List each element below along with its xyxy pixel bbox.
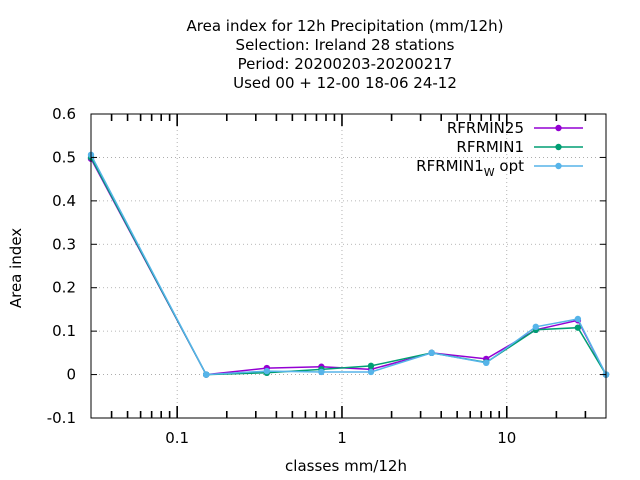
legend-label-subscript: W (484, 166, 495, 179)
y-tick-label: 0.1 (52, 322, 76, 340)
data-point (367, 368, 375, 376)
y-axis-label: Area index (7, 228, 25, 308)
data-point (367, 362, 375, 370)
legend-label: RFRMIN1 (456, 138, 524, 156)
legend-label: RFRMIN25 (447, 119, 524, 137)
title-line: Used 00 + 12-00 18-06 24-12 (233, 74, 457, 92)
grid (91, 114, 606, 418)
y-tick-label: -0.1 (47, 409, 76, 427)
chart-title: Area index for 12h Precipitation (mm/12h… (187, 17, 504, 92)
y-tick-label: 0.6 (52, 105, 76, 123)
x-tick-label: 1 (337, 429, 347, 447)
title-line: Selection: Ireland 28 stations (236, 36, 455, 54)
y-tick-label: 0 (66, 366, 76, 384)
data-point (318, 368, 325, 376)
legend-label-tail: opt (495, 157, 524, 175)
data-point (532, 323, 539, 330)
title-line: Period: 20200203-20200217 (238, 55, 453, 73)
data-point (574, 324, 582, 331)
title-line: Area index for 12h Precipitation (mm/12h… (187, 17, 504, 35)
legend-marker (555, 143, 562, 151)
y-tick-label: 0.4 (52, 192, 76, 210)
legend-label-main: RFRMIN1 (416, 157, 484, 175)
data-point (263, 367, 271, 375)
x-tick-label: 0.1 (165, 429, 189, 447)
legend-label: RFRMIN1W opt (416, 157, 524, 179)
data-point (574, 315, 582, 323)
plot-border (90, 113, 607, 419)
series-line (90, 158, 607, 376)
data-point (428, 349, 435, 357)
data-point (482, 359, 490, 367)
axis-ticks: -0.1 0 0.1 0.2 0.3 0.4 0.5 0.6 0.1 1 10 (47, 105, 606, 447)
legend-label-main: RFRMIN25 (447, 119, 524, 137)
series-line (90, 157, 607, 376)
x-axis-label: classes mm/12h (285, 457, 407, 475)
data-point (202, 371, 210, 378)
y-tick-label: 0.3 (52, 235, 76, 253)
legend-label-main: RFRMIN1 (456, 138, 524, 156)
legend-marker (555, 124, 562, 132)
legend-marker (555, 162, 562, 170)
x-tick-label: 10 (497, 429, 516, 447)
series-line (90, 154, 607, 376)
y-tick-label: 0.2 (52, 279, 76, 297)
series-lines (87, 151, 610, 378)
y-tick-label: 0.5 (52, 148, 76, 166)
